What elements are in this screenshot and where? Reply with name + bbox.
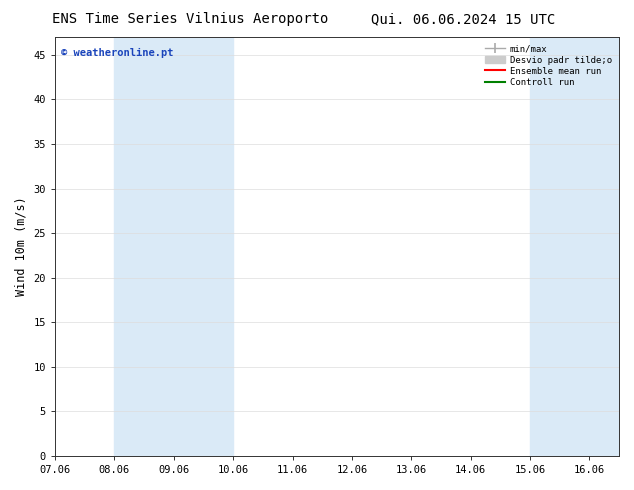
Bar — [530, 37, 619, 456]
Legend: min/max, Desvio padr tilde;o, Ensemble mean run, Controll run: min/max, Desvio padr tilde;o, Ensemble m… — [482, 42, 614, 90]
Text: ENS Time Series Vilnius Aeroporto: ENS Time Series Vilnius Aeroporto — [52, 12, 328, 26]
Text: Qui. 06.06.2024 15 UTC: Qui. 06.06.2024 15 UTC — [371, 12, 555, 26]
Bar — [115, 37, 233, 456]
Y-axis label: Wind 10m (m/s): Wind 10m (m/s) — [15, 196, 28, 296]
Text: © weatheronline.pt: © weatheronline.pt — [61, 48, 173, 57]
